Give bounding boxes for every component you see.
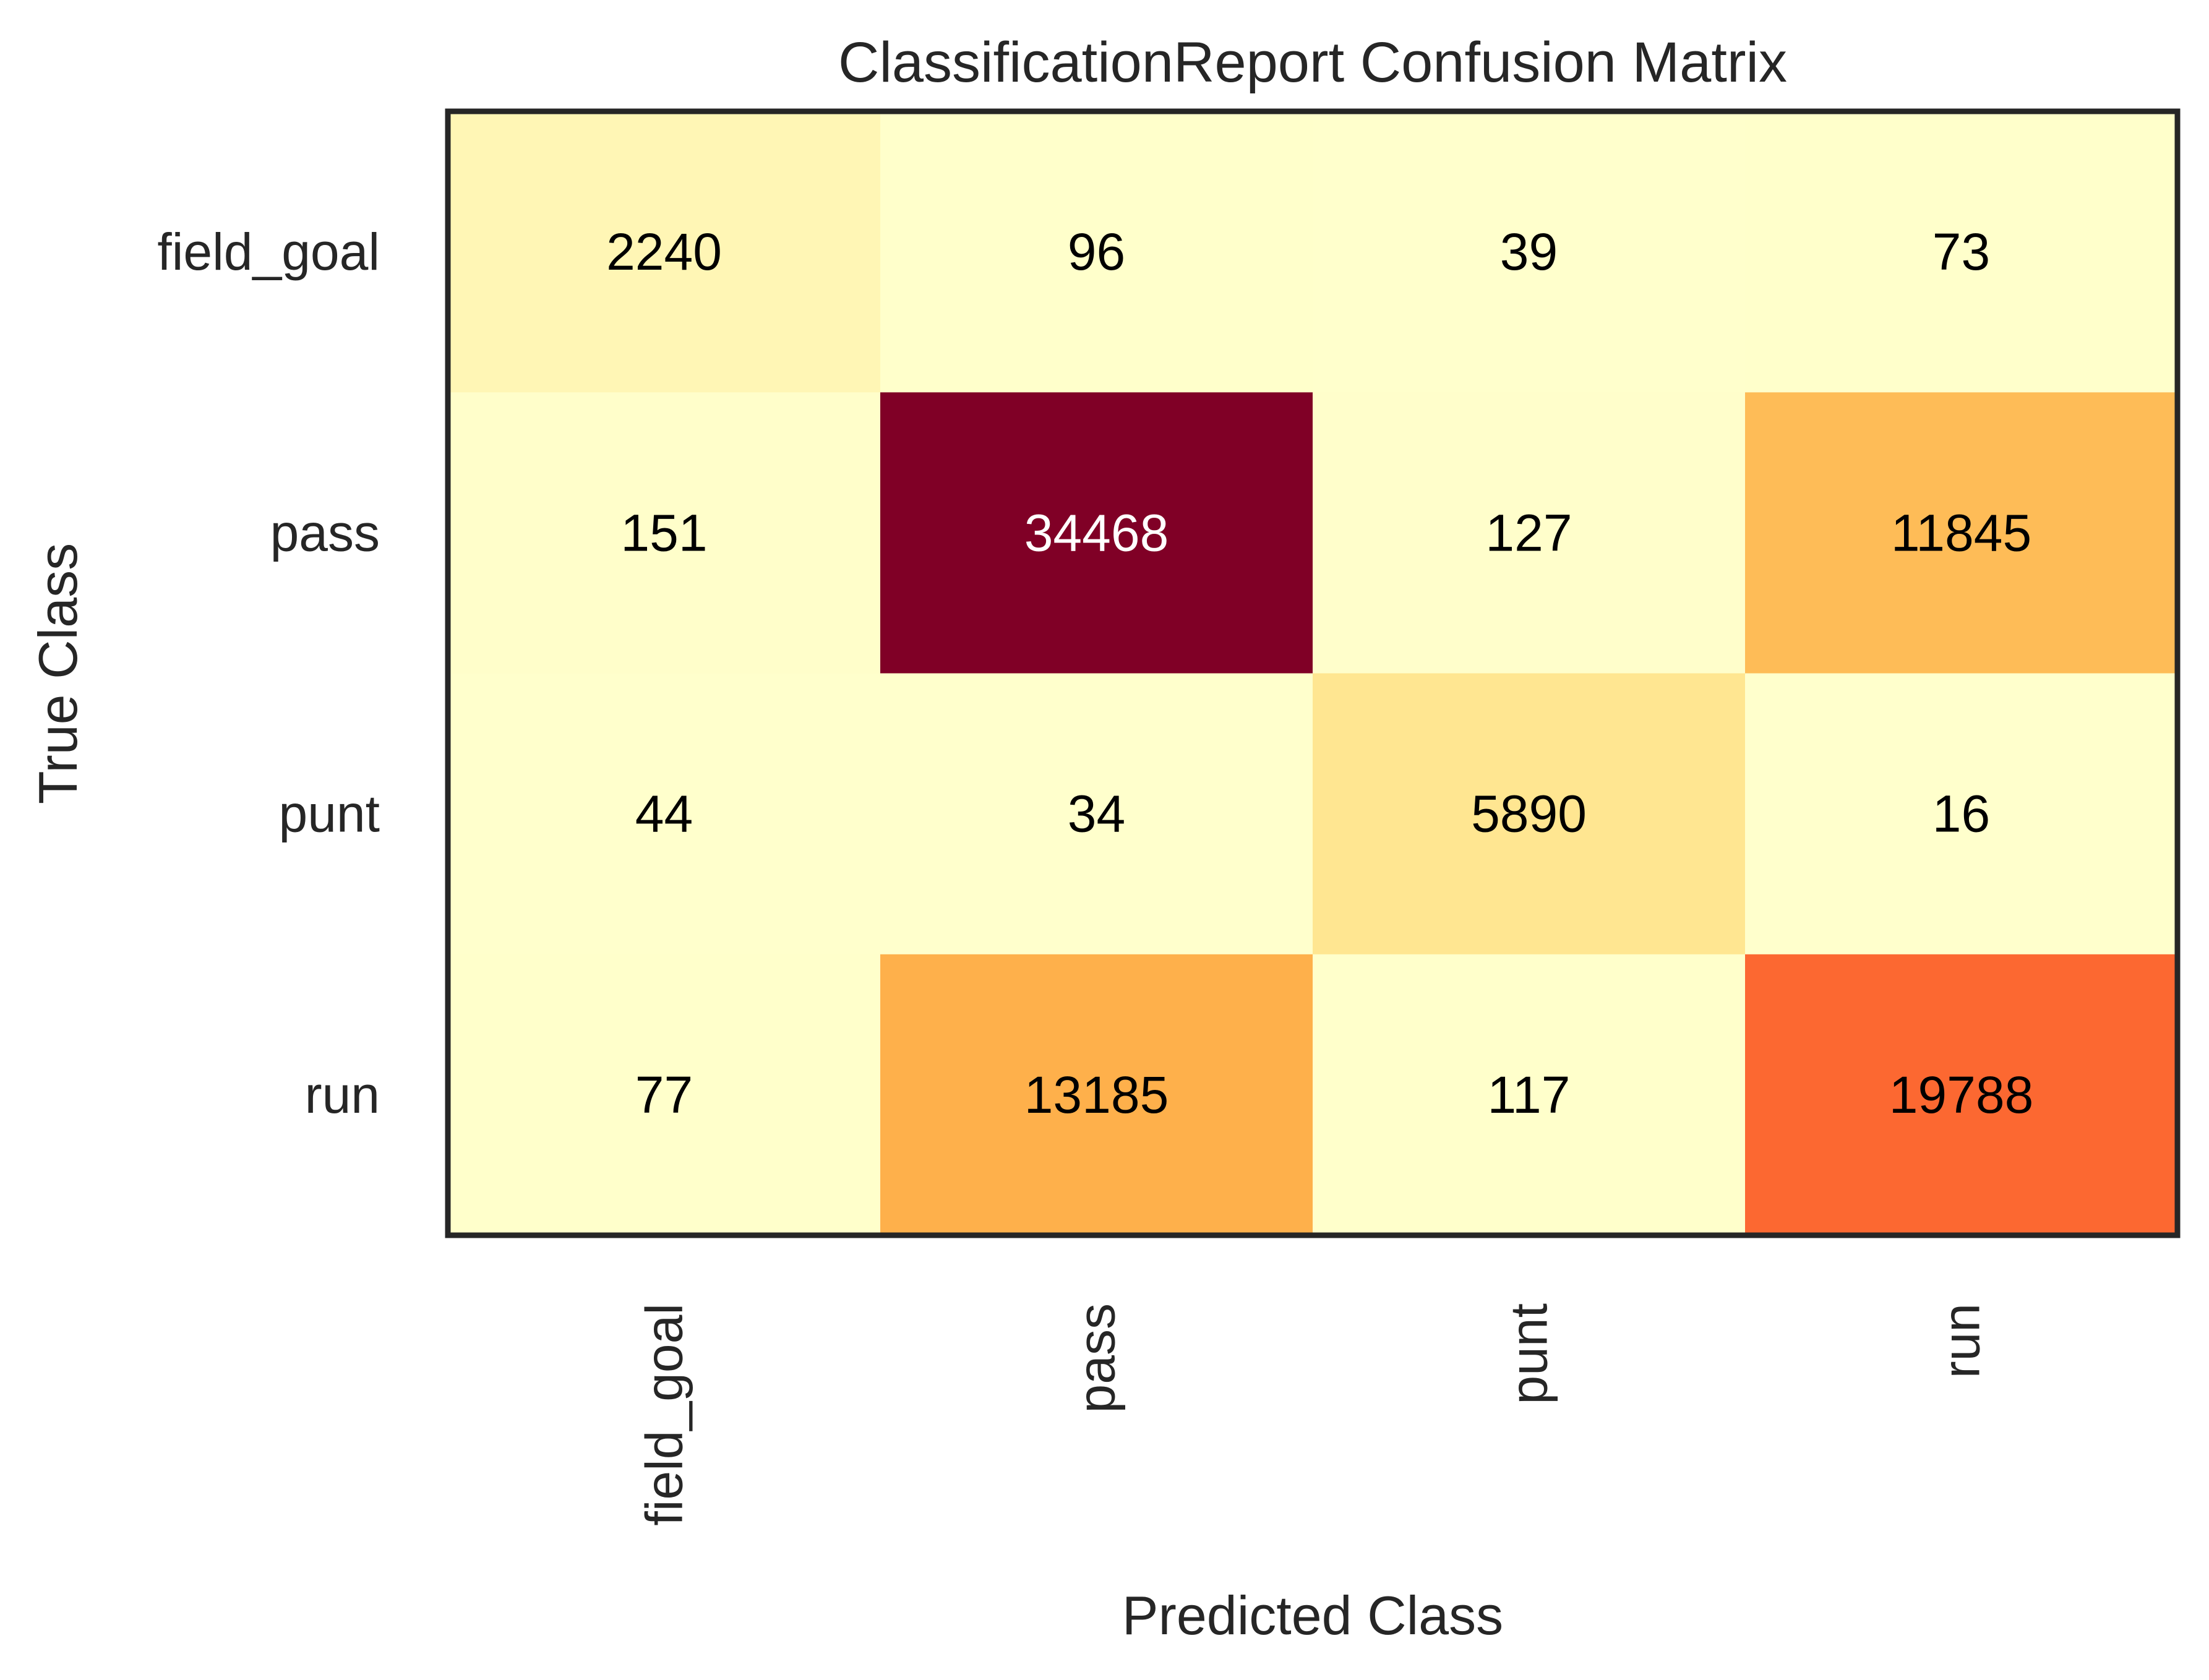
heatmap-cell-field_goal-field_goal	[448, 111, 881, 393]
cell-value-run-run: 19788	[1889, 1066, 2034, 1124]
plot-frame	[445, 108, 2181, 1238]
cell-value-punt-pass: 34	[1068, 785, 1125, 843]
x-axis-tick-labels: field_goal pass punt run	[635, 1303, 1991, 1526]
heatmap-cell-field_goal-pass	[880, 111, 1313, 393]
cell-value-run-pass: 13185	[1024, 1066, 1169, 1124]
cell-value-run-field_goal: 77	[635, 1066, 693, 1124]
cell-value-punt-field_goal: 44	[635, 785, 693, 843]
cell-value-punt-run: 16	[1932, 785, 1990, 843]
heatmap-cell-run-pass	[880, 954, 1313, 1236]
y-tick-label-punt: punt	[279, 785, 380, 843]
heatmap-cell-punt-pass	[880, 673, 1313, 955]
heatmap-cell-pass-run	[1745, 392, 2178, 674]
cell-value-run-punt: 117	[1488, 1066, 1571, 1124]
cell-value-pass-pass: 34468	[1024, 504, 1169, 562]
heatmap-cell-field_goal-run	[1745, 111, 2178, 393]
heatmap-cell-punt-field_goal	[448, 673, 881, 955]
heatmap-cell-run-run	[1745, 954, 2178, 1236]
y-tick-label-field_goal: field_goal	[157, 223, 380, 281]
heatmap-cell-field_goal-punt	[1313, 111, 1746, 393]
x-tick-label-punt: punt	[1500, 1303, 1558, 1405]
cell-value-field_goal-field_goal: 2240	[606, 223, 722, 281]
heatmap-cell-punt-run	[1745, 673, 2178, 955]
y-tick-label-run: run	[305, 1066, 380, 1124]
x-tick-label-pass: pass	[1068, 1303, 1126, 1413]
cell-value-field_goal-run: 73	[1932, 223, 1990, 281]
heatmap-cell-run-punt	[1313, 954, 1746, 1236]
x-axis-label: Predicted Class	[1122, 1585, 1503, 1646]
cell-value-field_goal-pass: 96	[1068, 223, 1125, 281]
cell-value-punt-punt: 5890	[1471, 785, 1587, 843]
heatmap-cell-run-field_goal	[448, 954, 881, 1236]
heatmap-cell-pass-field_goal	[448, 392, 881, 674]
chart-title: ClassificationReport Confusion Matrix	[838, 31, 1787, 94]
y-axis-label: True Class	[27, 543, 88, 804]
cell-value-pass-run: 11845	[1891, 504, 2031, 562]
y-tick-label-pass: pass	[270, 504, 380, 562]
x-tick-label-field_goal: field_goal	[635, 1303, 693, 1526]
cell-value-field_goal-punt: 39	[1500, 223, 1558, 281]
heatmap-cell-pass-pass	[880, 392, 1313, 674]
heatmap-cell-labels: 2240 96 39 73 151 34468 127 11845 44 34 5890 16 77 13…	[606, 223, 2033, 1124]
heatmap-cell-pass-punt	[1313, 392, 1746, 674]
x-tick-label-run: run	[1932, 1303, 1991, 1378]
cell-value-pass-punt: 127	[1485, 504, 1572, 562]
heatmap-cell-punt-punt	[1313, 673, 1746, 955]
cell-value-pass-field_goal: 151	[620, 504, 707, 562]
heatmap-cells	[448, 111, 2178, 1236]
